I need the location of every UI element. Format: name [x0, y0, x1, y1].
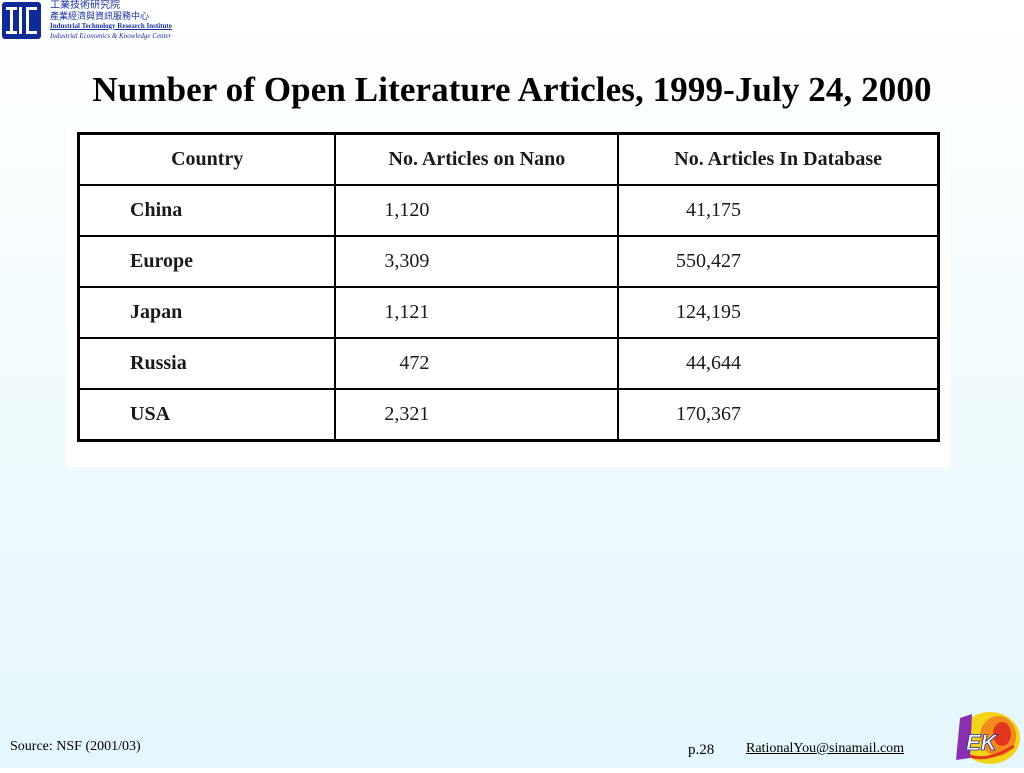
iek-logo-icon: EK [952, 708, 1022, 768]
nano-count-cell: 2,321 [334, 388, 620, 442]
org-name-en: Industrial Technology Research Institute [50, 22, 172, 30]
svg-text:EK: EK [966, 730, 999, 755]
header-country: Country [77, 132, 337, 186]
header-database-articles: No. Articles In Database [617, 132, 940, 186]
org-center-en: Industrial Economics & Knowledge Center [50, 32, 172, 40]
database-count-cell: 124,195 [617, 286, 940, 339]
articles-table: Country No. Articles on Nano No. Article… [77, 132, 940, 442]
nano-count-cell: 1,121 [334, 286, 620, 339]
table-row: China 1,120 41,175 [77, 184, 940, 237]
header-nano-articles: No. Articles on Nano [334, 132, 620, 186]
organization-block: 工業技術研究院 產業經濟與資訊服務中心 Industrial Technolog… [50, 1, 172, 41]
country-cell: China [77, 184, 337, 237]
country-cell: USA [77, 388, 337, 442]
country-cell: Europe [77, 235, 337, 288]
slide-title: Number of Open Literature Articles, 1999… [92, 70, 932, 109]
itri-logo-icon [2, 2, 41, 39]
country-cell: Russia [77, 337, 337, 390]
table-row: Europe 3,309 550,427 [77, 235, 940, 288]
table-image-panel: Country No. Articles on Nano No. Article… [66, 125, 950, 467]
org-center-zh: 產業經濟與資訊服務中心 [50, 11, 150, 21]
table-header-row: Country No. Articles on Nano No. Article… [77, 132, 940, 186]
database-count-cell: 170,367 [617, 388, 940, 442]
country-cell: Japan [77, 286, 337, 339]
nano-count-cell: 3,309 [334, 235, 620, 288]
database-count-cell: 41,175 [617, 184, 940, 237]
nano-count-cell: 472 [334, 337, 620, 390]
table-row: USA 2,321 170,367 [77, 388, 940, 442]
page-number: p.28 [688, 742, 715, 758]
table-row: Japan 1,121 124,195 [77, 286, 940, 339]
source-note: Source: NSF (2001/03) [10, 739, 141, 754]
database-count-cell: 550,427 [617, 235, 940, 288]
database-count-cell: 44,644 [617, 337, 940, 390]
org-name-zh: 工業技術研究院 [50, 0, 120, 11]
nano-count-cell: 1,120 [334, 184, 620, 237]
email-link[interactable]: RationalYou@sinamail.com [746, 741, 905, 756]
table-row: Russia 472 44,644 [77, 337, 940, 390]
